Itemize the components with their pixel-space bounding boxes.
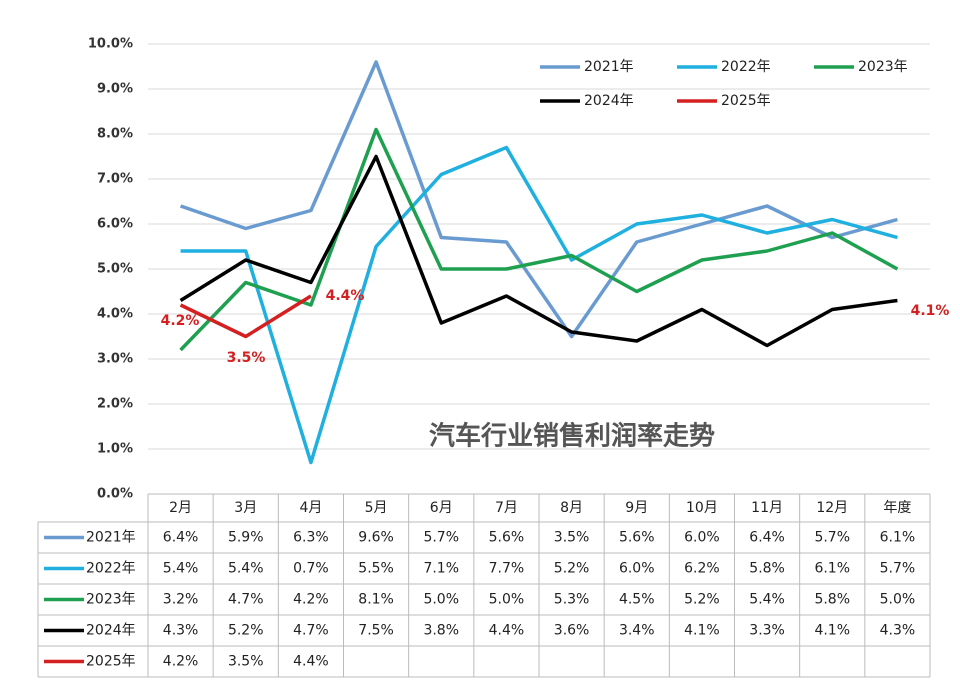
data-label: 5.4% <box>749 592 785 608</box>
y-tick-label: 10.0% <box>88 37 133 52</box>
x-tick-label: 年度 <box>883 500 911 516</box>
data-label: 6.1% <box>880 530 916 546</box>
legend-label: 2021年 <box>584 59 634 75</box>
data-label: 5.8% <box>749 561 785 577</box>
data-label: 5.5% <box>358 561 394 577</box>
data-label: 5.6% <box>619 530 655 546</box>
data-label: 5.7% <box>423 530 459 546</box>
data-label: 3.5% <box>554 530 590 546</box>
data-label: 7.5% <box>358 623 394 639</box>
annotation: 4.1% <box>911 303 950 319</box>
x-tick-label: 10月 <box>686 500 718 516</box>
series-line <box>180 60 898 339</box>
y-tick-label: 7.0% <box>97 172 133 187</box>
data-label: 3.6% <box>554 623 590 639</box>
data-label: 4.7% <box>228 592 264 608</box>
legend-label: 2025年 <box>721 93 771 109</box>
x-tick-label: 4月 <box>299 500 322 516</box>
x-tick-label: 12月 <box>816 500 848 516</box>
data-label: 6.2% <box>684 561 720 577</box>
y-tick-label: 0.0% <box>97 487 133 502</box>
data-label: 8.1% <box>358 592 394 608</box>
x-tick-label: 8月 <box>560 500 583 516</box>
y-tick-label: 9.0% <box>97 82 133 97</box>
data-label: 4.2% <box>293 592 329 608</box>
data-label: 5.0% <box>489 592 525 608</box>
data-label: 4.4% <box>293 654 329 670</box>
y-tick-label: 8.0% <box>97 127 133 142</box>
series-line <box>179 294 312 339</box>
data-label: 7.7% <box>489 561 525 577</box>
data-label: 3.3% <box>749 623 785 639</box>
series-line <box>180 145 898 465</box>
data-label: 5.0% <box>880 592 916 608</box>
data-label: 3.5% <box>228 654 264 670</box>
y-tick-label: 6.0% <box>97 217 133 232</box>
x-tick-label: 6月 <box>430 500 453 516</box>
data-label: 5.2% <box>228 623 264 639</box>
data-label: 6.1% <box>814 561 850 577</box>
data-label: 5.7% <box>880 561 916 577</box>
data-label: 3.8% <box>423 623 459 639</box>
data-label: 4.4% <box>489 623 525 639</box>
data-label: 4.2% <box>163 654 199 670</box>
legend-label: 2024年 <box>584 93 634 109</box>
annotation: 3.5% <box>227 350 266 366</box>
table-row-label: 2024年 <box>86 623 136 639</box>
y-tick-label: 1.0% <box>97 442 133 457</box>
data-label: 5.7% <box>814 530 850 546</box>
data-label: 4.3% <box>880 623 916 639</box>
y-tick-label: 4.0% <box>97 307 133 322</box>
x-tick-label: 3月 <box>234 500 257 516</box>
data-label: 6.3% <box>293 530 329 546</box>
data-label: 5.9% <box>228 530 264 546</box>
data-label: 6.4% <box>749 530 785 546</box>
table-row-label: 2021年 <box>86 530 136 546</box>
data-label: 3.2% <box>163 592 199 608</box>
data-label: 4.1% <box>814 623 850 639</box>
data-label: 5.0% <box>423 592 459 608</box>
x-tick-label: 9月 <box>625 500 648 516</box>
x-tick-label: 2月 <box>169 500 192 516</box>
data-label: 0.7% <box>293 561 329 577</box>
data-label: 5.6% <box>489 530 525 546</box>
data-label: 4.5% <box>619 592 655 608</box>
data-label: 5.4% <box>228 561 264 577</box>
legend-label: 2022年 <box>721 59 771 75</box>
y-tick-label: 3.0% <box>97 352 133 367</box>
x-tick-label: 11月 <box>751 500 783 516</box>
data-label: 9.6% <box>358 530 394 546</box>
chart-title: 汽车行业销售利润率走势 <box>429 421 715 452</box>
x-tick-label: 5月 <box>365 500 388 516</box>
table-row-label: 2022年 <box>86 561 136 577</box>
data-label: 3.4% <box>619 623 655 639</box>
data-label: 6.0% <box>619 561 655 577</box>
data-label: 5.3% <box>554 592 590 608</box>
data-label: 4.3% <box>163 623 199 639</box>
series-line <box>179 154 898 348</box>
x-tick-label: 7月 <box>495 500 518 516</box>
data-label: 5.2% <box>684 592 720 608</box>
y-tick-label: 5.0% <box>97 262 133 277</box>
data-label: 6.0% <box>684 530 720 546</box>
data-label: 5.8% <box>814 592 850 608</box>
data-label: 7.1% <box>423 561 459 577</box>
y-tick-label: 2.0% <box>97 397 133 412</box>
annotation: 4.4% <box>326 288 365 304</box>
data-label: 4.7% <box>293 623 329 639</box>
table-row-label: 2025年 <box>86 654 136 670</box>
legend-label: 2023年 <box>858 59 908 75</box>
table-row-label: 2023年 <box>86 592 136 608</box>
data-label: 5.4% <box>163 561 199 577</box>
data-label: 5.2% <box>554 561 590 577</box>
data-label: 4.1% <box>684 623 720 639</box>
annotation: 4.2% <box>161 313 200 329</box>
data-label: 6.4% <box>163 530 199 546</box>
